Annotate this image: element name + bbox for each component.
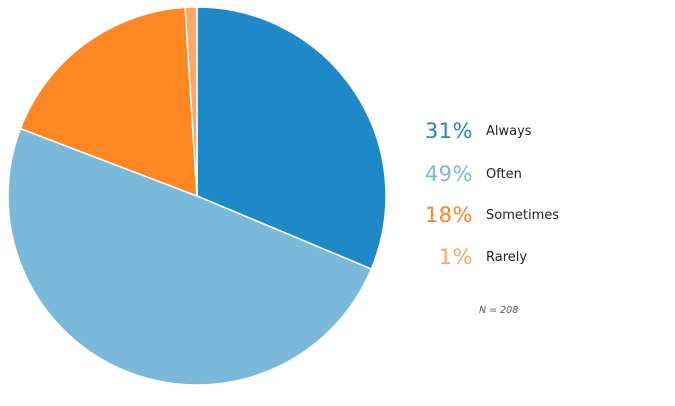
sample-size-note: N = 208 — [479, 305, 519, 316]
pie-slice-often — [7, 127, 373, 386]
legend-percent: 49% — [424, 162, 473, 186]
legend-percent: 1% — [438, 245, 473, 269]
pie-slice-rarely — [184, 6, 198, 197]
pie-chart — [7, 6, 387, 386]
legend-label: Rarely — [486, 249, 528, 265]
legend-label: Often — [486, 166, 522, 182]
legend-item-often: 49% Often — [405, 158, 522, 190]
legend-item-always: 31% Always — [405, 115, 532, 147]
legend-percent: 18% — [424, 203, 473, 227]
legend-item-rarely: 1% Rarely — [405, 241, 527, 273]
legend-item-sometimes: 18% Sometimes — [405, 199, 559, 231]
legend-label: Sometimes — [486, 207, 560, 223]
pie-slice-sometimes — [19, 6, 198, 198]
legend-percent: 31% — [424, 119, 473, 143]
legend-label: Always — [486, 123, 532, 139]
pie-slice-always — [196, 6, 387, 271]
